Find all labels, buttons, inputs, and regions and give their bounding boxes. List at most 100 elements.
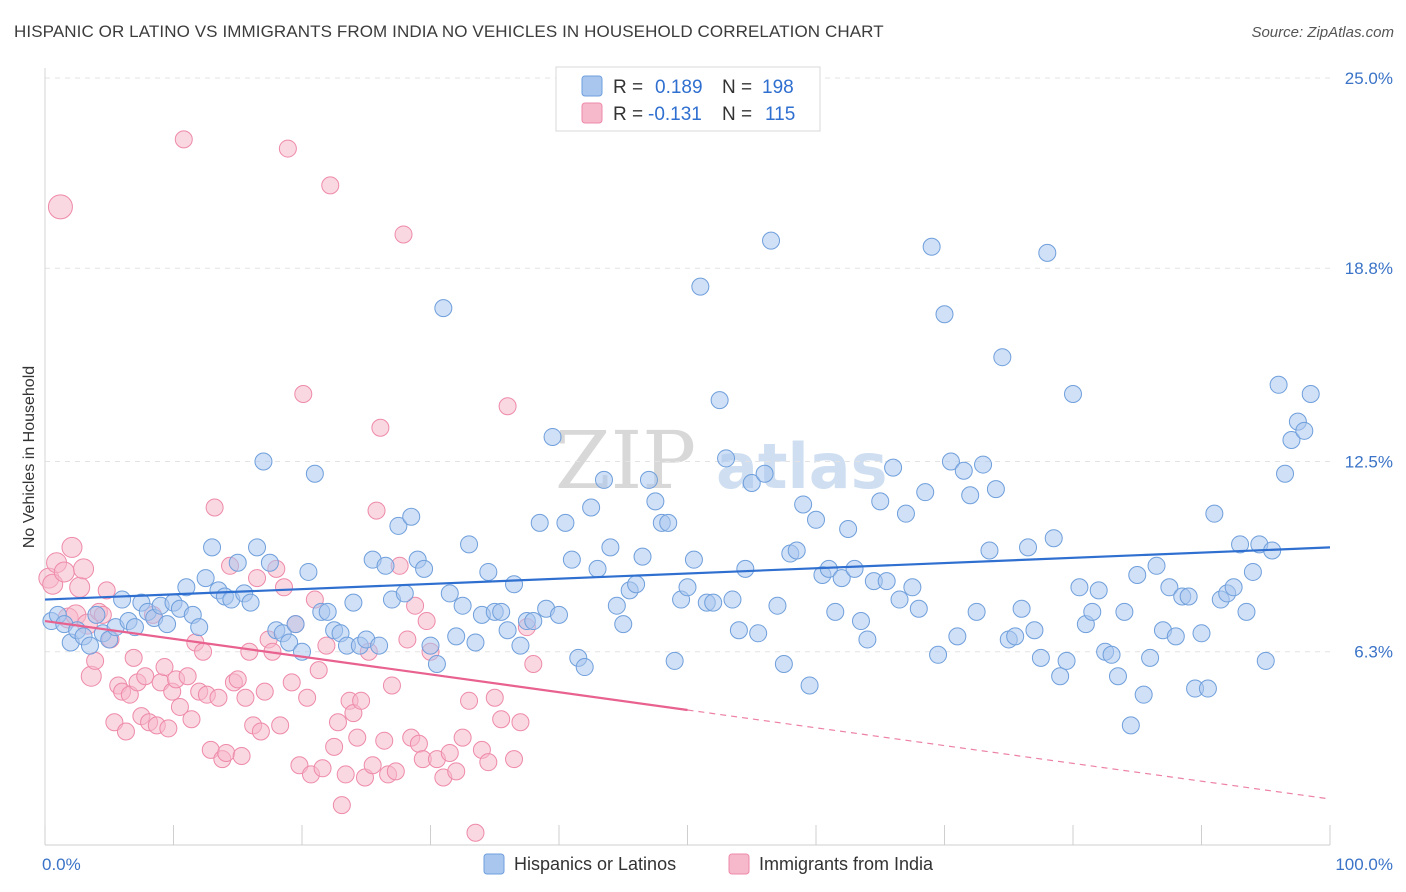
india-point bbox=[251, 722, 270, 741]
india-point bbox=[182, 710, 201, 729]
hispanic-point bbox=[1089, 581, 1108, 600]
india-trend-line bbox=[44, 619, 688, 712]
india-point bbox=[321, 176, 340, 195]
hispanic-point bbox=[871, 492, 890, 511]
india-point bbox=[271, 716, 290, 735]
india-point bbox=[236, 688, 255, 707]
hispanic-point bbox=[421, 636, 440, 655]
india-point bbox=[97, 581, 116, 600]
hispanic-point bbox=[203, 538, 222, 557]
hispanic-point bbox=[1179, 587, 1198, 606]
india-point bbox=[282, 673, 301, 692]
hispanic-point bbox=[1231, 535, 1250, 554]
hispanic-point bbox=[460, 535, 479, 554]
hispanic-point bbox=[1147, 556, 1166, 575]
india-point bbox=[440, 743, 459, 762]
hispanic-point bbox=[832, 569, 851, 588]
hispanic-point bbox=[260, 553, 279, 572]
hispanic-point bbox=[190, 618, 209, 637]
india-point bbox=[217, 743, 236, 762]
hispanic-point bbox=[241, 593, 260, 612]
india-point bbox=[47, 194, 73, 220]
india-point bbox=[398, 630, 417, 649]
hispanic-point bbox=[1044, 529, 1063, 548]
hispanic-point bbox=[909, 599, 928, 618]
hispanic-point bbox=[498, 621, 517, 640]
hispanic-point bbox=[935, 305, 954, 324]
india-point bbox=[228, 670, 247, 689]
hispanic-point bbox=[1019, 538, 1038, 557]
india-point bbox=[205, 498, 224, 517]
hispanic-point bbox=[762, 231, 781, 250]
hispanic-point bbox=[1083, 602, 1102, 621]
hispanic-point bbox=[1006, 627, 1025, 646]
india-point bbox=[178, 667, 197, 686]
india-point bbox=[155, 658, 174, 677]
hispanic-point bbox=[646, 492, 665, 511]
legend-n-value-1: 198 bbox=[762, 77, 794, 98]
hispanic-point bbox=[415, 559, 434, 578]
india-point bbox=[278, 139, 297, 158]
legend-r-value-2: -0.131 bbox=[648, 104, 702, 125]
hispanic-point bbox=[601, 538, 620, 557]
hispanic-point bbox=[158, 615, 177, 634]
x-tick-label: 100.0% bbox=[1335, 855, 1393, 874]
chart-title: HISPANIC OR LATINO VS IMMIGRANTS FROM IN… bbox=[14, 22, 884, 41]
hispanic-point bbox=[742, 473, 761, 492]
india-point bbox=[194, 642, 213, 661]
hispanic-point bbox=[755, 464, 774, 483]
hispanic-point bbox=[929, 645, 948, 664]
india-point bbox=[69, 576, 91, 598]
watermark: ZIP atlas bbox=[555, 414, 887, 507]
hispanic-point bbox=[749, 624, 768, 643]
hispanic-point bbox=[896, 504, 915, 523]
legend-r-label-2: R = bbox=[613, 104, 643, 125]
india-point bbox=[309, 661, 328, 680]
hispanic-point bbox=[633, 547, 652, 566]
hispanic-point bbox=[903, 578, 922, 597]
india-point bbox=[332, 796, 351, 815]
hispanic-point bbox=[1102, 645, 1121, 664]
india-point bbox=[209, 688, 228, 707]
india-point bbox=[298, 688, 317, 707]
india-point bbox=[232, 747, 251, 766]
hispanic-point bbox=[1295, 421, 1314, 440]
y-axis-label: No Vehicles in Household bbox=[21, 366, 38, 548]
hispanic-point bbox=[1282, 431, 1301, 450]
hispanic-point bbox=[986, 480, 1005, 499]
hispanic-point bbox=[299, 562, 318, 581]
india-point bbox=[275, 578, 294, 597]
hispanic-point bbox=[177, 578, 196, 597]
legend-india-label: Immigrants from India bbox=[759, 854, 934, 874]
hispanic-point bbox=[1160, 578, 1179, 597]
india-point bbox=[240, 642, 259, 661]
hispanic-point bbox=[318, 602, 337, 621]
hispanic-point bbox=[1205, 504, 1224, 523]
india-point bbox=[371, 418, 390, 437]
hispanic-point bbox=[961, 486, 980, 505]
hispanic-point bbox=[1269, 375, 1288, 394]
india-point bbox=[375, 731, 394, 750]
india-point bbox=[328, 713, 347, 732]
hispanic-point bbox=[530, 513, 549, 532]
hispanic-point bbox=[395, 584, 414, 603]
india-point bbox=[492, 710, 511, 729]
hispanic-point bbox=[434, 299, 453, 318]
hispanic-point bbox=[710, 391, 729, 410]
legend-r-label-1: R = bbox=[613, 77, 643, 98]
hispanic-point bbox=[1237, 602, 1256, 621]
hispanic-point bbox=[594, 470, 613, 489]
hispanic-point bbox=[440, 584, 459, 603]
india-point bbox=[61, 536, 83, 558]
y-tick-labels: 6.3% 12.5% 18.8% 25.0% bbox=[1345, 69, 1393, 662]
hispanic-point bbox=[800, 676, 819, 695]
hispanics-trend-line bbox=[44, 546, 1331, 601]
hispanic-point bbox=[839, 519, 858, 538]
hispanic-point bbox=[627, 575, 646, 594]
y-tick-label: 12.5% bbox=[1345, 453, 1393, 472]
legend-n-label-1: N = bbox=[722, 77, 752, 98]
india-point bbox=[124, 648, 143, 667]
hispanic-point bbox=[639, 470, 658, 489]
hispanic-point bbox=[1115, 602, 1134, 621]
india-point bbox=[409, 734, 428, 753]
